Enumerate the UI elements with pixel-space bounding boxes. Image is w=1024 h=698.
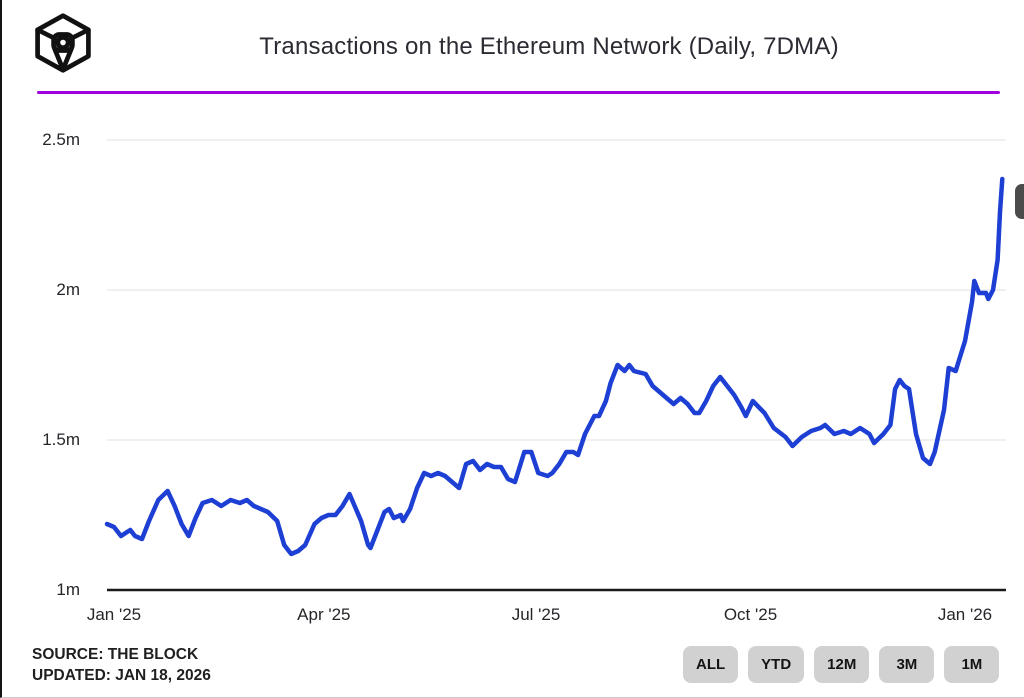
x-tick-label: Jul '25 — [511, 605, 561, 624]
updated-text: UPDATED: JAN 18, 2026 — [32, 667, 211, 684]
x-tick-label: Apr '25 — [297, 605, 351, 624]
clipped-edge-pill[interactable] — [1015, 184, 1024, 219]
range-button-all[interactable]: ALL — [683, 646, 739, 683]
range-button-12m[interactable]: 12M — [814, 646, 870, 683]
range-button-3m[interactable]: 3M — [879, 646, 935, 683]
range-button-group: ALL YTD 12M 3M 1M — [683, 646, 1000, 683]
x-tick-label: Oct '25 — [723, 605, 778, 624]
source-block: SOURCE: THE BLOCK UPDATED: JAN 18, 2026 — [32, 644, 211, 686]
the-block-logo-icon — [35, 13, 91, 73]
range-button-ytd[interactable]: YTD — [748, 646, 805, 683]
purple-divider — [37, 91, 1000, 94]
gridlines — [107, 139, 1006, 592]
x-tick-label: Jan '26 — [937, 605, 993, 624]
source-text: SOURCE: THE BLOCK — [32, 646, 199, 663]
y-tick-label: 2m — [56, 280, 80, 299]
transactions-line-series — [104, 176, 1005, 557]
y-tick-label: 1m — [56, 580, 80, 599]
page-title: Transactions on the Ethereum Network (Da… — [259, 33, 839, 60]
y-tick-label: 1.5m — [42, 430, 80, 449]
x-tick-label: Jan '25 — [86, 605, 142, 624]
range-button-1m[interactable]: 1M — [944, 646, 1000, 683]
y-tick-label: 2.5m — [42, 130, 80, 149]
